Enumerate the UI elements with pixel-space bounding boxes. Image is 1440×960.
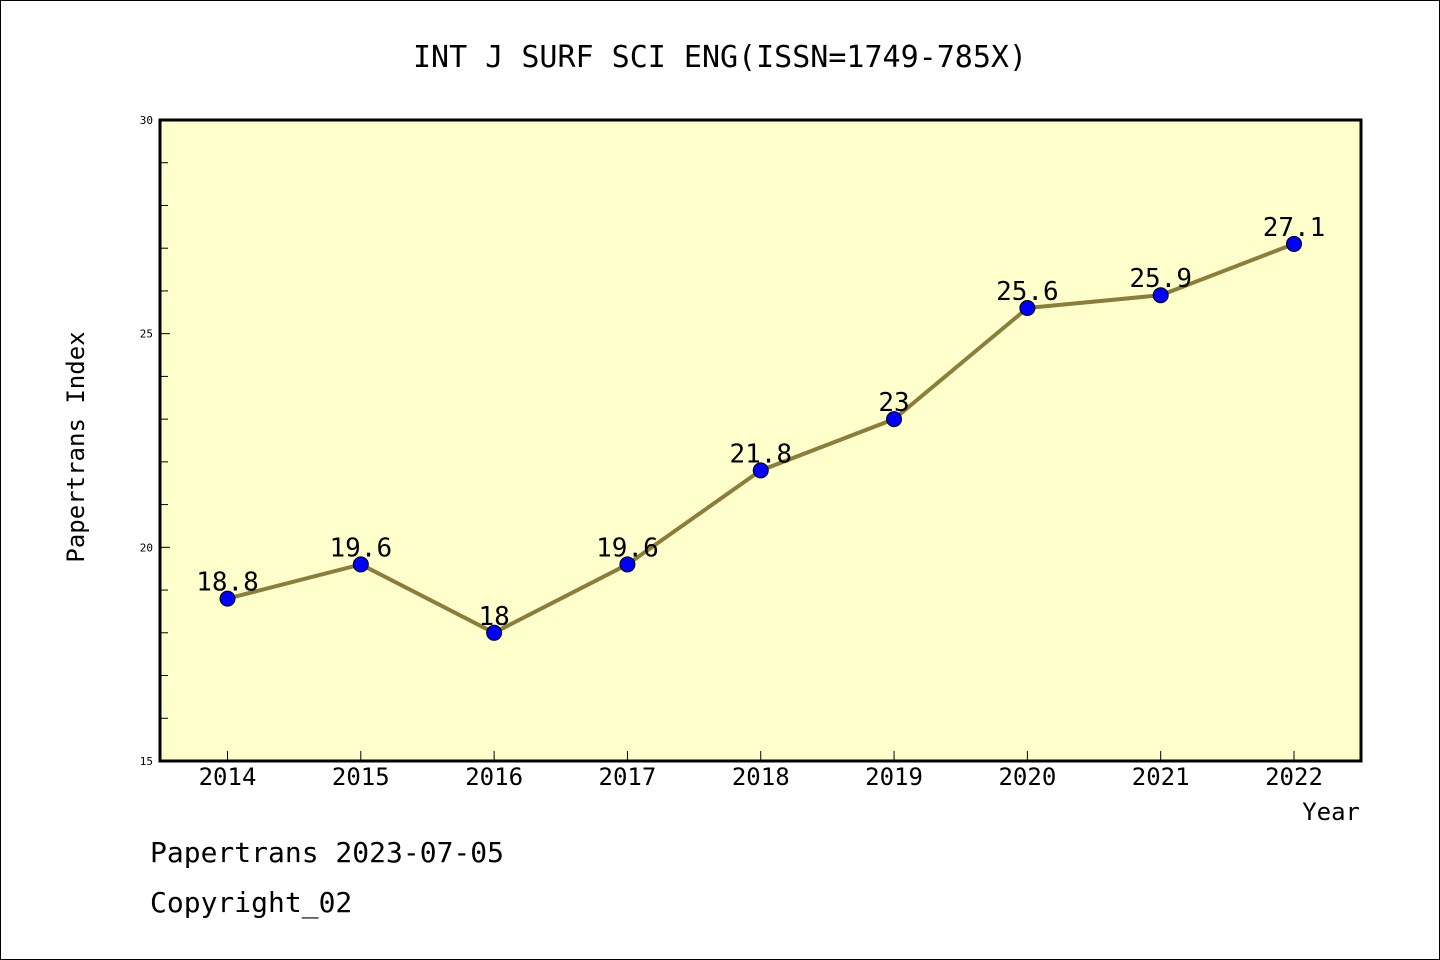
data-point — [486, 624, 503, 641]
x-tick-label: 2015 — [332, 763, 390, 791]
data-point — [1286, 235, 1302, 252]
data-point — [1152, 287, 1169, 304]
data-point — [1019, 300, 1036, 317]
x-tick-label: 2016 — [465, 763, 523, 791]
footer-date: Papertrans 2023-07-05 — [150, 836, 505, 869]
data-point — [886, 411, 903, 428]
x-tick-label: 2018 — [732, 763, 790, 791]
x-tick-label: 2019 — [865, 763, 923, 791]
footer-copyright: Copyright_02 — [150, 886, 353, 919]
x-tick-label: 2020 — [998, 763, 1056, 791]
x-tick-label: 2022 — [1265, 763, 1323, 791]
data-point — [752, 462, 769, 479]
y-tick-label: 20 — [140, 541, 153, 554]
chart-title: INT J SURF SCI ENG(ISSN=1749-785X) — [413, 40, 1027, 75]
data-point — [619, 556, 636, 573]
x-tick-label: 2021 — [1132, 763, 1190, 791]
plot-area — [160, 120, 1361, 761]
y-tick-label: 25 — [140, 328, 153, 341]
x-axis-label: Year — [1302, 798, 1360, 826]
y-tick-label: 30 — [140, 114, 153, 127]
data-point — [219, 590, 236, 607]
x-axis: 2014 2015 2016 2017 2018 2019 2020 2021 2022 — [199, 751, 1323, 791]
y-tick-label: 15 — [140, 755, 153, 768]
plot-border — [158, 118, 1363, 763]
data-point — [352, 556, 369, 573]
y-axis-label: Papertrans Index — [62, 331, 90, 562]
x-tick-label: 2014 — [199, 763, 257, 791]
x-tick-label: 2017 — [599, 763, 657, 791]
